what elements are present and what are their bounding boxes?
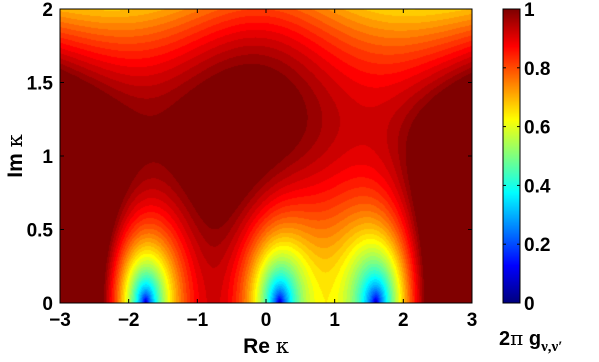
x-tick-label: −2 [118, 310, 140, 331]
colorbar-label: 2π gν,ν′ [499, 326, 562, 355]
plot-frame [59, 8, 473, 304]
y-tick-label: 1.5 [27, 74, 54, 95]
y-tick-label: 1 [42, 147, 53, 168]
colorbar-tick-label: 1 [524, 0, 535, 21]
y-tick-label: 0.5 [27, 221, 54, 242]
colorbar-tick-label: 0.6 [524, 118, 550, 139]
y-axis-label: Im κ [3, 134, 27, 177]
colorbar-ticks: 0 0.2 0.4 0.6 0.8 1 [503, 0, 551, 315]
colorbar-tick-label: 0.2 [524, 235, 550, 256]
y-tick-label: 0 [42, 294, 53, 315]
colorbar-frame [502, 8, 521, 304]
x-tick-label: −3 [49, 310, 71, 331]
heatmap-image [60, 9, 472, 303]
x-axis-label: Re κ [243, 334, 289, 358]
colorbar-tick-label: 0 [524, 294, 535, 315]
colorbar-gradient [503, 9, 520, 303]
colorbar-tick-label: 0.4 [524, 176, 551, 197]
x-tick-label: −1 [186, 310, 208, 331]
x-tick-label: 1 [329, 310, 340, 331]
x-tick-label: 3 [467, 310, 478, 331]
x-tick-label: 0 [261, 310, 272, 331]
y-tick-label: 2 [42, 0, 53, 21]
colorbar-tick-label: 0.8 [524, 59, 550, 80]
y-axis-ticks: 0 0.5 1 1.5 2 [27, 0, 472, 315]
x-tick-label: 2 [398, 310, 409, 331]
x-axis-ticks: −3 −2 −1 0 1 2 3 [49, 9, 477, 331]
